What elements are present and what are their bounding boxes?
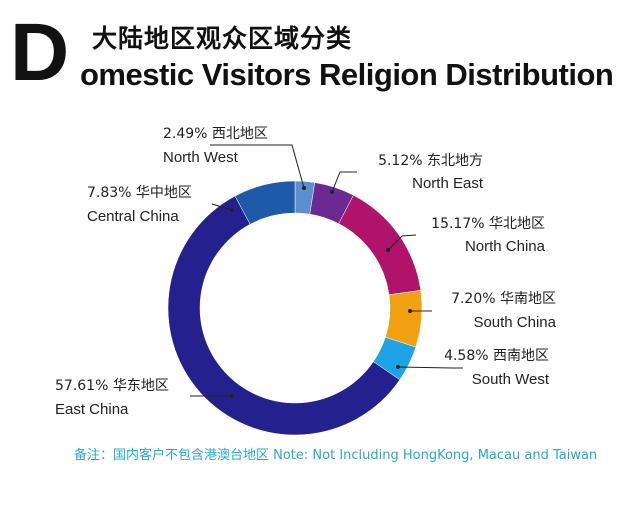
category-label-north-west: North West (163, 149, 239, 166)
donut-slice-east-china (167, 195, 401, 436)
leader-dot-north-west (302, 186, 306, 190)
leader-dot-north-east (330, 190, 334, 194)
category-label-north-china: North China (465, 238, 546, 255)
data-label-south-china: 7.20% 华南地区 (451, 291, 556, 307)
leader-line-north-west (210, 144, 305, 189)
donut-slice-central-china (234, 180, 296, 225)
leader-line-north-east (331, 171, 357, 193)
category-label-south-west: South West (472, 371, 550, 388)
category-label-north-east: North East (412, 175, 484, 192)
data-label-central-china: 7.83% 华中地区 (87, 185, 192, 201)
title-initial: D (10, 7, 70, 98)
data-label-south-west: 4.58% 西南地区 (444, 348, 549, 364)
leader-dot-central-china (230, 208, 234, 212)
chart-title-english: omestic Visitors Religion Distribution (80, 57, 614, 92)
category-label-central-china: Central China (87, 208, 179, 225)
leader-dot-north-china (386, 248, 390, 252)
leader-line-central-china (211, 203, 233, 211)
data-label-north-east: 5.12% 东北地方 (378, 153, 483, 169)
data-label-north-china: 15.17% 华北地区 (431, 216, 545, 232)
category-label-east-china: East China (55, 401, 129, 418)
data-label-north-west: 2.49% 西北地区 (163, 126, 268, 142)
leader-dot-east-china (230, 394, 234, 398)
donut-slice-south-china (385, 290, 423, 348)
leader-line-south-west (397, 366, 463, 369)
leader-dot-south-west (396, 365, 400, 369)
leader-line-north-china (387, 234, 417, 251)
chart-title-chinese: 大陆地区观众区域分类 (92, 24, 353, 53)
category-label-south-china: South China (473, 314, 556, 331)
donut-slice-north-china (338, 194, 422, 296)
data-label-east-china: 57.61% 华东地区 (55, 378, 169, 394)
leader-dot-south-china (408, 309, 412, 313)
footnote: 备注：国内客户不包含港澳台地区 Note: Not Including Hong… (74, 448, 598, 463)
